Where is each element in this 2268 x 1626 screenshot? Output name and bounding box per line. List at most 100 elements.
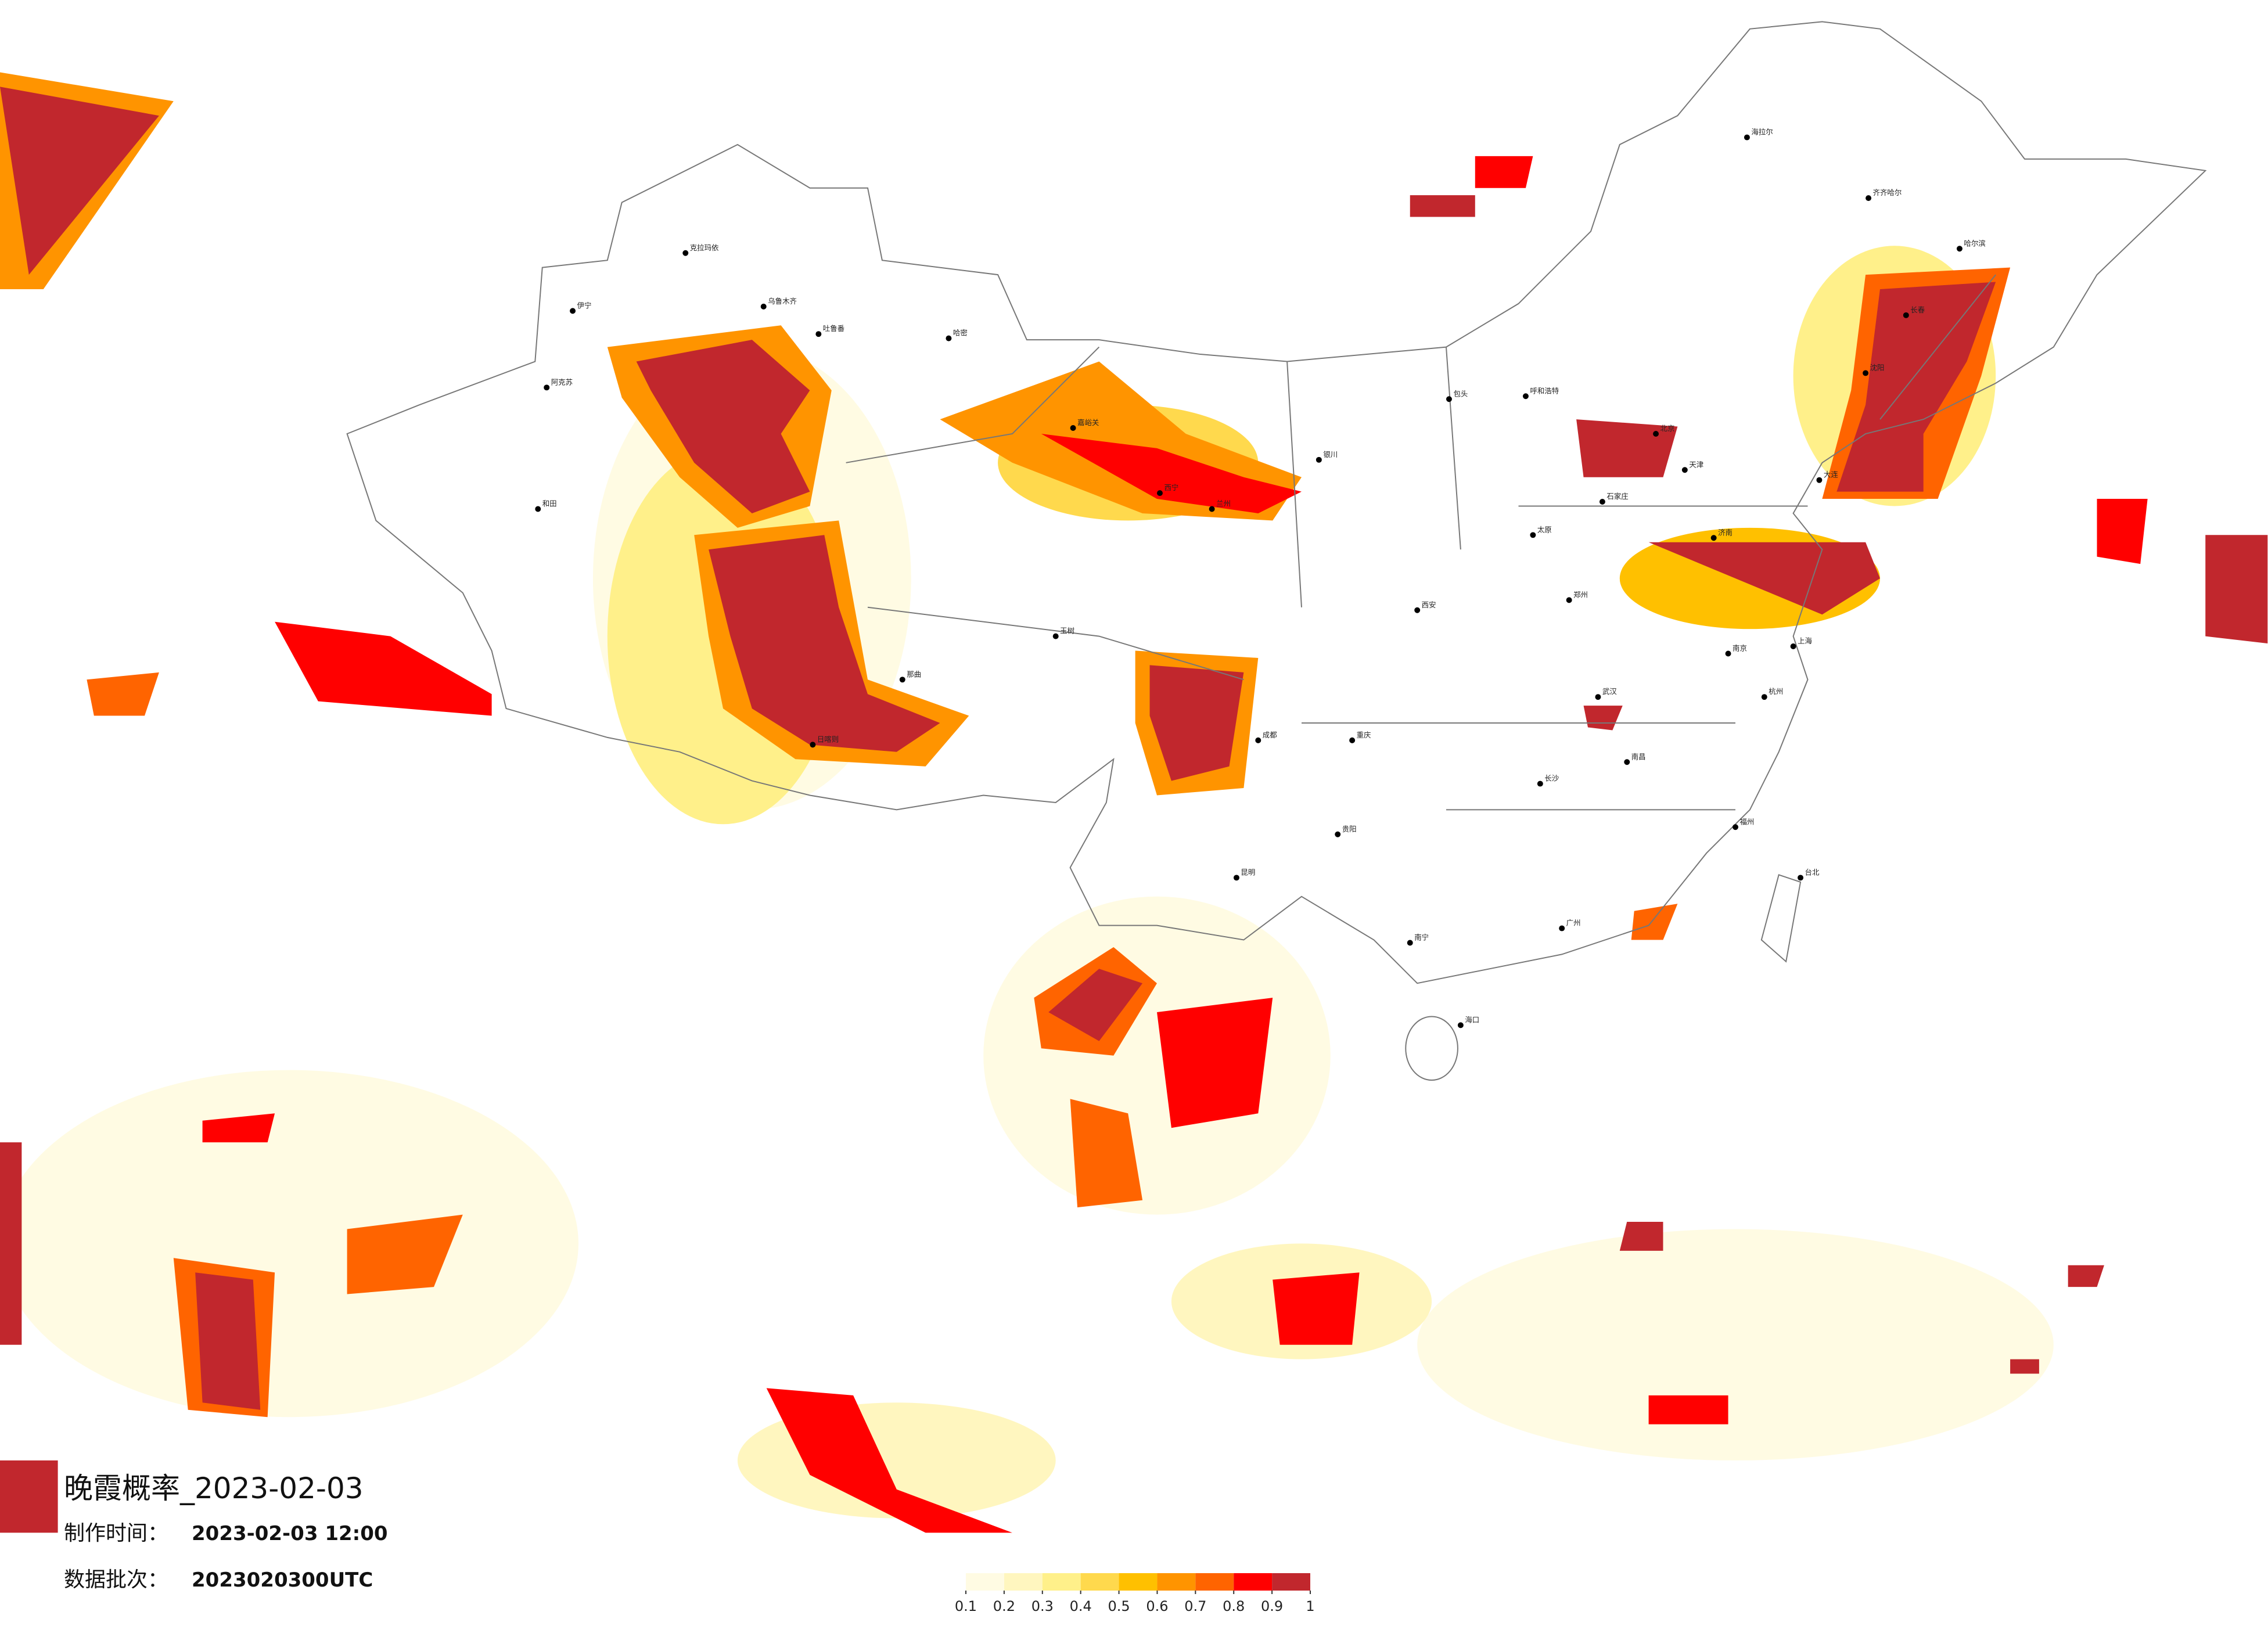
city-label: 银川 [1323,450,1338,459]
city-dot [1537,780,1543,787]
colorbar-tick-label: 0.2 [993,1598,1015,1614]
colorbar-bin [1157,1573,1196,1591]
colorbar-bin [1195,1573,1234,1591]
city-label: 哈尔滨 [1964,239,1985,247]
city-dot [1790,643,1796,650]
probability-area [1410,195,1475,217]
city-label: 成都 [1263,731,1277,739]
city-label: 包头 [1453,389,1468,398]
colorbar-bin [1119,1573,1158,1591]
probability-area [2010,1359,2039,1374]
city-label: 伊宁 [577,301,592,310]
city-label: 杭州 [1769,687,1783,696]
city-dot [760,303,767,310]
city-dot [1530,532,1536,538]
probability-area [1648,1395,1728,1424]
city-label: 北京 [1660,424,1675,433]
city-dot [1233,875,1239,881]
city-label: 日喀则 [817,735,839,743]
city-dot [1457,1022,1464,1028]
probability-area [0,1460,58,1533]
cities: 克拉玛依 乌鲁木齐 吐鲁番 伊宁 阿克苏 和田 哈密 日喀则 那曲 玉树 嘉峪关… [535,128,1986,1028]
city-label: 石家庄 [1606,492,1628,501]
city-dot [1414,607,1421,613]
probability-field [0,72,2268,1533]
city-label: 阿克苏 [551,377,573,386]
colorbar-bin [1042,1573,1081,1591]
probability-area [2097,499,2148,564]
city-dot [1595,694,1601,700]
probability-area [0,1070,578,1418]
city-label: 吐鲁番 [823,324,845,333]
probability-area [1475,156,1533,188]
probability-area [1070,1099,1143,1208]
city-label: 和田 [542,499,557,508]
city-label: 哈密 [953,329,968,337]
colorbar: 0.1 0.2 0.3 0.4 0.5 0.6 0.7 0.8 0.9 1 [955,1573,1315,1614]
city-label: 福州 [1739,817,1754,826]
city-label: 上海 [1798,636,1812,645]
city-label: 呼和浩特 [1530,386,1559,395]
city-dot [1761,694,1767,700]
colorbar-bin [966,1573,1004,1591]
probability-area [1157,998,1273,1128]
city-label: 天津 [1689,460,1703,469]
city-label: 齐齐哈尔 [1873,188,1902,197]
colorbar-bin [1080,1573,1119,1591]
city-label: 昆明 [1241,868,1255,876]
probability-area [1619,1222,1663,1251]
probability-area [1576,419,1678,477]
city-dot [815,331,822,337]
city-label: 南宁 [1414,933,1429,942]
probability-area [0,87,159,275]
city-dot [1733,824,1738,830]
city-label: 沈阳 [1870,363,1885,372]
city-dot [1559,925,1565,931]
probability-area [195,1272,261,1410]
city-dot [1209,506,1215,512]
city-dot [1903,312,1909,318]
city-label: 嘉峪关 [1077,418,1099,427]
probability-area [1836,282,1996,492]
city-dot [544,384,550,391]
city-dot [1681,467,1688,473]
city-label: 大连 [1824,470,1838,479]
city-label: 南昌 [1631,752,1646,761]
city-dot [1157,490,1163,497]
probability-area [983,896,1331,1215]
city-label: 海拉尔 [1751,128,1773,136]
probability-area [1041,434,1302,513]
city-dot [1522,393,1529,400]
city-dot [1446,396,1452,402]
city-label: 贵阳 [1342,825,1357,833]
city-dot [1744,134,1750,141]
city-dot [1710,535,1717,541]
city-dot [1315,456,1322,463]
city-dot [1956,246,1963,252]
city-label: 乌鲁木齐 [768,297,797,305]
probability-area [87,672,159,716]
colorbar-tick-label: 0.1 [955,1598,977,1614]
probability-area [709,535,940,752]
city-dot [1725,650,1731,657]
batch-label: 数据批次： [64,1568,168,1592]
colorbar-tick-label: 0.5 [1108,1598,1130,1614]
city-dot [535,506,541,512]
probability-area [1631,904,1678,940]
city-dot [682,250,689,256]
city-label: 西宁 [1164,483,1178,492]
probability-area [1648,542,1880,615]
probability-area [347,1214,463,1294]
probability-area [1583,706,1623,731]
city-label: 重庆 [1357,731,1371,739]
probability-area [2068,1265,2104,1287]
colorbar-tick-label: 0.7 [1184,1598,1206,1614]
city-label: 玉树 [1060,627,1074,635]
city-dot [1070,425,1076,431]
probability-area [1273,1272,1360,1345]
city-label: 兰州 [1216,499,1231,508]
city-dot [1863,370,1869,376]
colorbar-tick-label: 0.6 [1146,1598,1168,1614]
